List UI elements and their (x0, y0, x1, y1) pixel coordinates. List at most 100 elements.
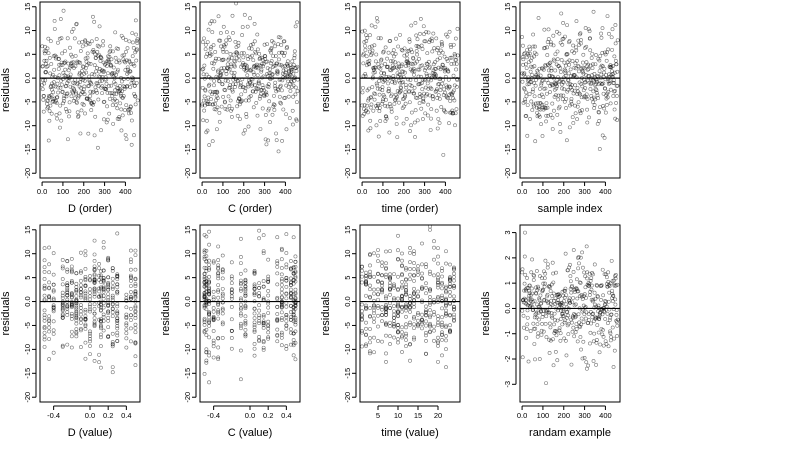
data-point (202, 305, 207, 310)
data-point (615, 323, 620, 328)
data-point (387, 89, 392, 93)
data-point (223, 100, 227, 105)
data-point (69, 280, 74, 285)
data-point (574, 314, 578, 319)
data-point (47, 321, 51, 326)
data-point (424, 351, 428, 356)
data-point (551, 291, 556, 296)
data-point (414, 33, 419, 38)
data-point (570, 300, 575, 305)
data-point (212, 19, 217, 24)
data-point (572, 50, 577, 55)
data-point (380, 288, 384, 293)
data-point (92, 279, 97, 284)
data-point (436, 343, 440, 348)
data-point (360, 280, 364, 285)
data-point (65, 310, 70, 314)
data-point (289, 310, 293, 314)
data-point (557, 104, 562, 109)
x-tick-label: 300 (418, 187, 431, 196)
data-point (608, 331, 613, 336)
data-point (583, 285, 588, 290)
data-point (275, 71, 280, 76)
data-point (589, 321, 593, 326)
data-point (202, 295, 207, 299)
data-point (444, 338, 448, 343)
data-point (129, 274, 133, 279)
data-point (581, 265, 585, 270)
data-point (59, 82, 64, 87)
data-point (261, 322, 266, 327)
data-point (553, 318, 557, 323)
data-point (275, 312, 280, 316)
data-point (99, 323, 103, 328)
x-tick-label: 0.2 (103, 411, 113, 420)
data-point (69, 295, 74, 300)
data-point (390, 51, 395, 56)
data-point (584, 295, 588, 300)
data-point (364, 332, 368, 337)
data-point (612, 54, 617, 59)
data-point (88, 290, 92, 295)
data-point (96, 97, 101, 102)
data-point (448, 276, 452, 281)
data-point (370, 48, 375, 53)
data-point (442, 54, 447, 59)
data-point (135, 98, 140, 103)
data-point (278, 100, 283, 105)
data-point (452, 312, 456, 317)
data-point (243, 303, 248, 308)
data-point (234, 2, 238, 6)
data-point (404, 116, 409, 121)
y-tick-label: 10 (503, 26, 512, 34)
data-point (419, 43, 424, 48)
y-axis-title: residuals (480, 67, 492, 112)
data-point (602, 309, 607, 314)
data-point (388, 342, 392, 346)
data-point (540, 321, 544, 326)
y-tick-label: 0.0 (343, 73, 352, 83)
data-point (133, 340, 138, 345)
data-point (83, 56, 88, 61)
data-point (284, 346, 289, 351)
data-point (279, 101, 283, 106)
y-tick-label: 10 (343, 26, 352, 34)
data-point (97, 317, 101, 322)
data-point (47, 270, 51, 275)
data-point (252, 323, 257, 328)
data-point (555, 57, 560, 62)
data-point (47, 280, 51, 285)
data-point (110, 286, 115, 291)
data-point (47, 329, 51, 334)
data-point (593, 62, 598, 67)
x-tick-label: 0.4 (281, 411, 291, 420)
data-point (521, 62, 526, 67)
data-point (294, 100, 299, 105)
data-point (257, 293, 261, 298)
data-point (440, 274, 444, 279)
data-point (436, 314, 440, 319)
data-point (569, 362, 574, 367)
data-point (436, 317, 440, 322)
x-tick-label: 0.0 (517, 411, 527, 420)
data-point (88, 329, 92, 334)
data-point (554, 29, 559, 34)
data-point (76, 95, 81, 100)
data-point (51, 305, 56, 310)
data-point (546, 37, 551, 41)
data-point (537, 114, 542, 119)
data-point (392, 282, 396, 287)
data-point (60, 293, 65, 298)
data-point (133, 326, 138, 330)
data-point (451, 42, 456, 47)
data-point (400, 298, 404, 303)
data-point (57, 36, 62, 41)
data-point (394, 122, 399, 126)
data-point (604, 275, 609, 280)
data-point (536, 284, 540, 289)
data-point (122, 77, 126, 81)
data-point (592, 103, 597, 107)
data-point (208, 21, 213, 26)
data-point (129, 318, 133, 322)
data-point (261, 339, 266, 343)
